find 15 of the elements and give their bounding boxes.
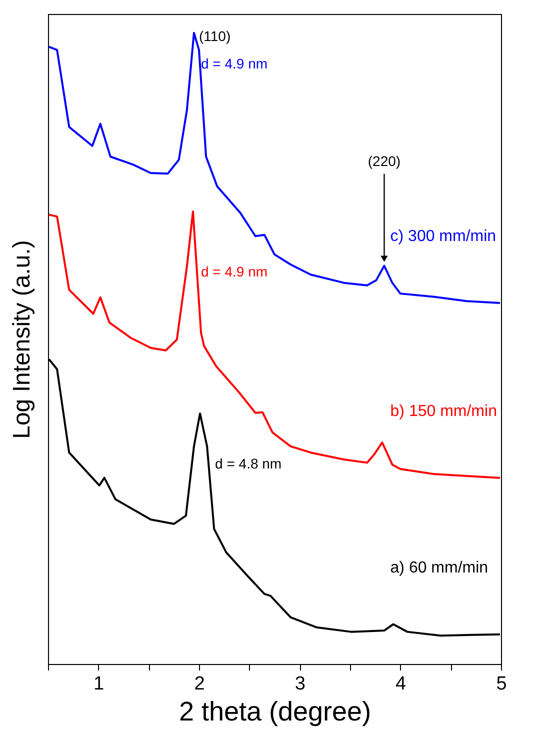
series-label: c) 300 mm/min (390, 228, 496, 246)
x-tick-label: 4 (396, 674, 407, 694)
annotation: d = 4.9 nm (200, 264, 268, 280)
y-axis-title: Log Intensity (a.u.) (8, 240, 36, 439)
x-tick-label: 1 (94, 674, 104, 694)
annotation: (110) (198, 28, 231, 44)
annotation: (220) (368, 152, 401, 169)
x-axis-title: 2 theta (degree) (178, 696, 372, 726)
annotation: d = 4.8 nm (215, 456, 282, 472)
x-tick-label: 3 (294, 674, 306, 694)
text: a) 60 mm/min (390, 559, 488, 576)
x-tick-label: 5 (496, 674, 507, 694)
series-label: b) 150 mm/min (390, 402, 497, 420)
x-tick-label: 2 (194, 674, 205, 694)
annotation: d = 4.9 nm (200, 55, 268, 72)
